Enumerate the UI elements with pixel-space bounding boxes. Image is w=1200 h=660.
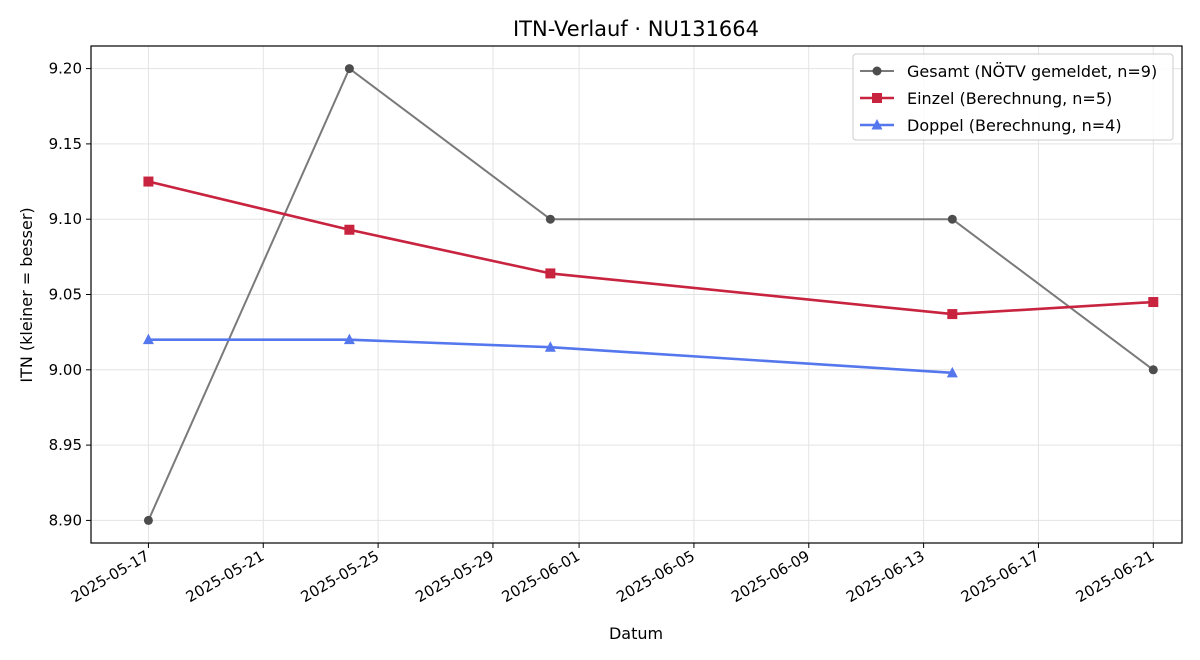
legend-item-doppel: Doppel (Berechnung, n=4) xyxy=(860,116,1122,135)
legend-item-gesamt: Gesamt (NÖTV gemeldet, n=9) xyxy=(860,62,1157,81)
x-axis-title: Datum xyxy=(609,624,663,643)
y-tick-label: 9.10 xyxy=(49,210,82,228)
data-point-gesamt xyxy=(344,64,354,74)
data-point-doppel xyxy=(544,341,556,352)
x-tick-label: 2025-05-21 xyxy=(183,547,268,606)
grid-lines xyxy=(91,46,1182,543)
data-point-einzel xyxy=(947,309,958,320)
x-tick-label: 2025-05-29 xyxy=(412,547,497,606)
x-tick-label: 2025-05-17 xyxy=(68,547,153,606)
data-point-doppel xyxy=(142,333,154,345)
y-tick-label: 9.05 xyxy=(49,286,82,304)
legend-label: Gesamt (NÖTV gemeldet, n=9) xyxy=(907,62,1157,81)
y-axis-title: ITN (kleiner = besser) xyxy=(17,207,36,382)
x-tick-label: 2025-06-21 xyxy=(1073,547,1158,606)
x-tick-label: 2025-06-17 xyxy=(958,547,1043,606)
x-tick-label: 2025-06-05 xyxy=(613,547,698,606)
data-point-gesamt xyxy=(947,214,957,224)
series-line-doppel xyxy=(148,338,953,375)
data-point-einzel xyxy=(545,268,556,279)
series-doppel xyxy=(142,333,958,378)
legend-label: Einzel (Berechnung, n=5) xyxy=(907,89,1112,108)
chart-title: ITN-Verlauf · NU131664 xyxy=(513,17,759,41)
data-point-doppel xyxy=(343,333,355,345)
legend-marker xyxy=(871,119,883,130)
data-point-gesamt xyxy=(1148,365,1158,375)
x-tick-label: 2025-06-09 xyxy=(728,547,813,606)
data-point-gesamt xyxy=(545,214,555,224)
y-tick-label: 8.90 xyxy=(49,511,82,529)
y-tick-label: 9.20 xyxy=(49,60,82,78)
legend-item-einzel: Einzel (Berechnung, n=5) xyxy=(860,89,1112,108)
y-axis: 8.90 8.95 9.00 9.05 9.10 9.15 9.20 xyxy=(49,60,91,529)
x-axis: 2025-05-17 2025-05-21 2025-05-25 2025-05-29… xyxy=(68,543,1157,606)
y-tick-label: 9.15 xyxy=(49,135,82,153)
data-point-gesamt xyxy=(143,515,153,525)
series-einzel xyxy=(143,176,1159,320)
legend-box xyxy=(852,53,1174,141)
x-tick-label: 2025-05-25 xyxy=(298,547,383,606)
x-tick-label: 2025-06-13 xyxy=(843,547,928,606)
y-tick-label: 9.00 xyxy=(49,361,82,379)
data-point-einzel xyxy=(1148,297,1159,308)
legend-marker xyxy=(872,93,882,103)
data-point-doppel xyxy=(946,366,958,378)
data-point-einzel xyxy=(344,224,355,235)
legend-marker xyxy=(872,66,882,76)
series-gesamt xyxy=(143,64,1158,525)
legend-label: Doppel (Berechnung, n=4) xyxy=(907,116,1122,135)
series-group xyxy=(142,64,1159,525)
data-point-einzel xyxy=(143,176,154,187)
x-tick-label: 2025-06-01 xyxy=(499,547,584,606)
y-tick-label: 8.95 xyxy=(49,436,82,454)
legend: Gesamt (NÖTV gemeldet, n=9) Einzel (Berec… xyxy=(852,53,1174,141)
